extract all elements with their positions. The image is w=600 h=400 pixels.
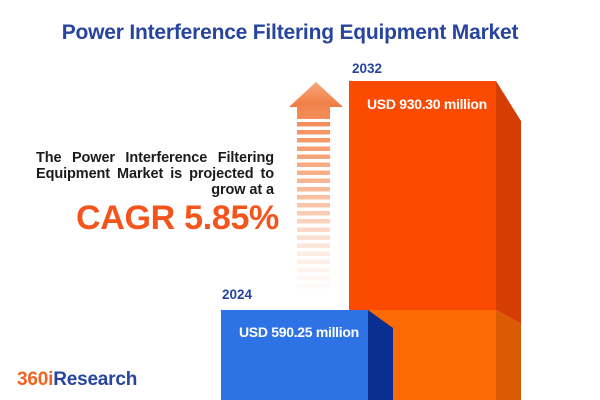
bar-label-year-2024: 2024 bbox=[222, 287, 253, 302]
bar-label-year-2032: 2032 bbox=[352, 61, 383, 76]
bar-2032-front-upper bbox=[349, 81, 496, 310]
growth-arrow-dashes bbox=[297, 122, 330, 292]
bar-2032-side-lower bbox=[496, 310, 521, 400]
cagr-value: CAGR 5.85% bbox=[76, 199, 279, 237]
annotation-line-3: grow at a bbox=[211, 181, 274, 198]
bar-2024-side bbox=[368, 310, 393, 400]
page-title: Power Interference Filtering Equipment M… bbox=[61, 21, 519, 44]
logo-360i: 360i bbox=[17, 369, 54, 390]
logo-research: Research bbox=[53, 369, 138, 390]
annotation-text: The Power Interference Filtering Equipme… bbox=[36, 150, 274, 199]
brand-logo: 360iResearch bbox=[17, 369, 137, 391]
bar-label-value-2032: USD 930.30 million bbox=[367, 96, 487, 112]
annotation-line-1: The Power Interference Filtering bbox=[36, 150, 274, 166]
annotation-line-2: Equipment Market is projected to bbox=[36, 165, 274, 182]
growth-arrow-neck bbox=[297, 105, 330, 119]
bar-label-value-2024: USD 590.25 million bbox=[239, 324, 359, 340]
bar-2024-front bbox=[221, 310, 368, 400]
bar-2032-side-upper bbox=[496, 81, 521, 324]
